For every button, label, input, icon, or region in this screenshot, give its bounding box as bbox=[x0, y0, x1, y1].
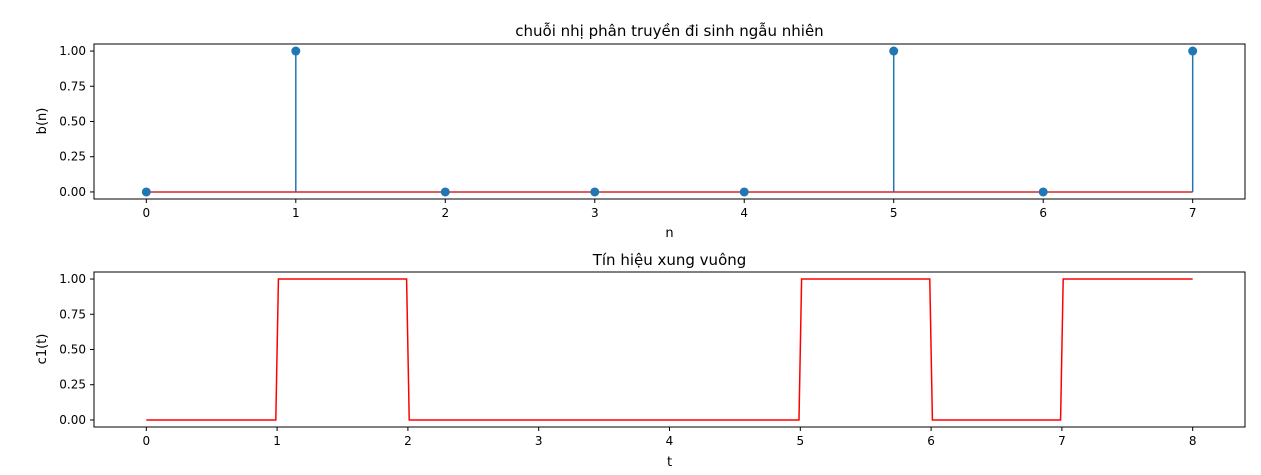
square-wave-xlabel: t bbox=[667, 455, 672, 470]
square-wave-axes: Tín hiệu xung vuông t c1(t) 0 1 2 3 4 5 6 7 8 0.0… bbox=[35, 251, 1246, 470]
stem-plot-marks bbox=[141, 46, 1198, 197]
stem-marker bbox=[1038, 187, 1048, 197]
square-wave-xtick-label: 7 bbox=[1058, 434, 1066, 448]
stem-marker bbox=[1188, 46, 1198, 56]
square-wave-ytick-label: 0.25 bbox=[59, 378, 86, 392]
stem-plot-ytick-label: 0.25 bbox=[59, 150, 86, 164]
stem-plot-xtick-label: 0 bbox=[142, 206, 150, 220]
stem-plot-ytick-label: 0.50 bbox=[59, 115, 86, 129]
stem-plot-ylabel: b(n) bbox=[35, 108, 50, 135]
square-wave-xtick-label: 2 bbox=[404, 434, 412, 448]
stem-marker bbox=[291, 46, 301, 56]
stem-marker bbox=[440, 187, 450, 197]
square-wave-ytick-label: 0.00 bbox=[59, 413, 86, 427]
stem-plot-xtick-label: 3 bbox=[591, 206, 599, 220]
square-wave-xtick-label: 1 bbox=[273, 434, 281, 448]
square-wave-xtick-label: 5 bbox=[796, 434, 804, 448]
square-wave-ytick-label: 1.00 bbox=[59, 272, 86, 286]
stem-marker bbox=[590, 187, 600, 197]
stem-plot-title: chuỗi nhị phân truyền đi sinh ngẫu nhiên bbox=[515, 22, 823, 40]
square-wave-xtick-label: 0 bbox=[142, 434, 150, 448]
square-wave-ylabel: c1(t) bbox=[35, 334, 50, 365]
stem-plot-ticks: 0 1 2 3 4 5 6 7 0.00 0.25 0.50 0.75 1.00 bbox=[59, 44, 1196, 220]
square-wave-line bbox=[146, 278, 1193, 421]
square-wave-ytick-label: 0.75 bbox=[59, 307, 86, 321]
stem-plot-xtick-label: 2 bbox=[441, 206, 449, 220]
stem-plot-axes: chuỗi nhị phân truyền đi sinh ngẫu nhiên… bbox=[35, 22, 1246, 241]
stem-plot-xtick-label: 6 bbox=[1039, 206, 1047, 220]
stem-plot-ytick-label: 1.00 bbox=[59, 44, 86, 58]
stem-plot-ytick-label: 0.00 bbox=[59, 185, 86, 199]
stem-plot-ytick-label: 0.75 bbox=[59, 79, 86, 93]
square-wave-xtick-label: 4 bbox=[666, 434, 674, 448]
square-wave-marks bbox=[146, 278, 1193, 421]
stem-marker bbox=[889, 46, 899, 56]
stem-plot-xtick-label: 7 bbox=[1189, 206, 1197, 220]
square-wave-xtick-label: 8 bbox=[1189, 434, 1197, 448]
stem-plot-frame bbox=[93, 43, 1246, 200]
square-wave-frame bbox=[93, 271, 1246, 428]
stem-plot-xtick-label: 1 bbox=[292, 206, 300, 220]
square-wave-xtick-label: 3 bbox=[535, 434, 543, 448]
square-wave-title: Tín hiệu xung vuông bbox=[592, 251, 747, 269]
stem-marker bbox=[739, 187, 749, 197]
square-wave-ticks: 0 1 2 3 4 5 6 7 8 0.00 0.25 0.50 0.75 1.00 bbox=[59, 272, 1196, 448]
square-wave-ytick-label: 0.50 bbox=[59, 343, 86, 357]
stem-plot-xtick-label: 4 bbox=[740, 206, 748, 220]
square-wave-xtick-label: 6 bbox=[927, 434, 935, 448]
stem-plot-xlabel: n bbox=[665, 226, 673, 241]
stem-marker bbox=[141, 187, 151, 197]
stem-plot-xtick-label: 5 bbox=[890, 206, 898, 220]
